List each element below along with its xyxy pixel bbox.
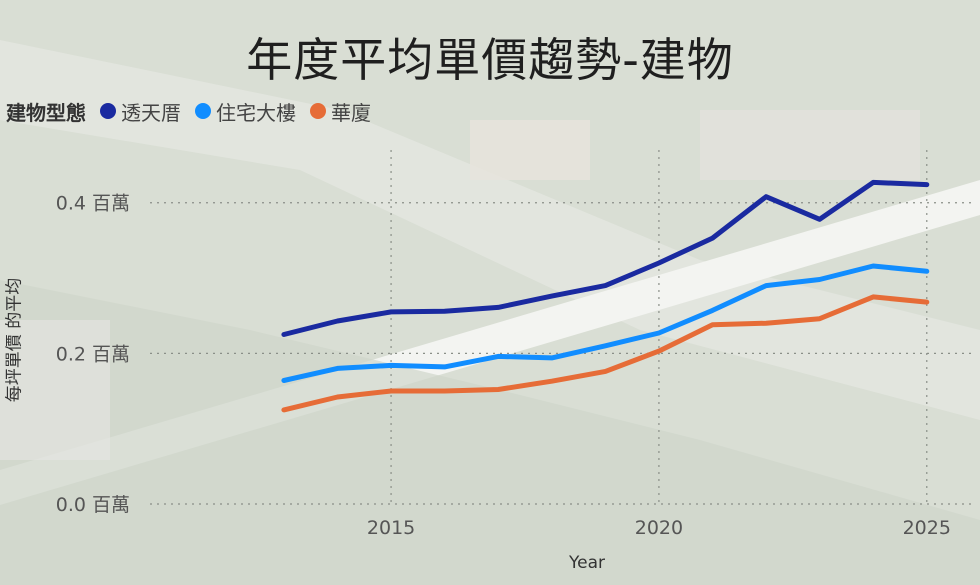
y-tick-label: 0.0 百萬 — [56, 494, 130, 516]
legend-item-townhouse[interactable]: 透天厝 — [100, 97, 181, 126]
x-tick-label: 2015 — [367, 517, 415, 539]
legend: 建物型態 透天厝 住宅大樓 華廈 — [6, 96, 385, 126]
series-line-華廈[interactable] — [281, 294, 930, 413]
legend-label-apartment: 住宅大樓 — [216, 100, 296, 125]
legend-marker-mansion — [310, 103, 326, 119]
x-axis-label: Year — [569, 553, 605, 573]
legend-title: 建物型態 — [6, 100, 86, 125]
x-tick-label: 2020 — [635, 517, 683, 539]
legend-item-apartment[interactable]: 住宅大樓 — [195, 97, 296, 126]
y-tick-label: 0.4 百萬 — [56, 193, 130, 215]
legend-marker-apartment — [195, 103, 211, 119]
series-line-住宅大樓[interactable] — [281, 263, 930, 383]
legend-label-mansion: 華廈 — [331, 100, 371, 125]
legend-marker-townhouse — [100, 103, 116, 119]
chart-title: 年度平均單價趨勢-建物 — [246, 33, 734, 87]
legend-item-mansion[interactable]: 華廈 — [310, 97, 371, 126]
series-line-透天厝[interactable] — [281, 179, 930, 337]
x-tick-label: 2025 — [903, 517, 951, 539]
y-tick-label: 0.2 百萬 — [56, 343, 130, 365]
legend-label-townhouse: 透天厝 — [121, 100, 181, 125]
